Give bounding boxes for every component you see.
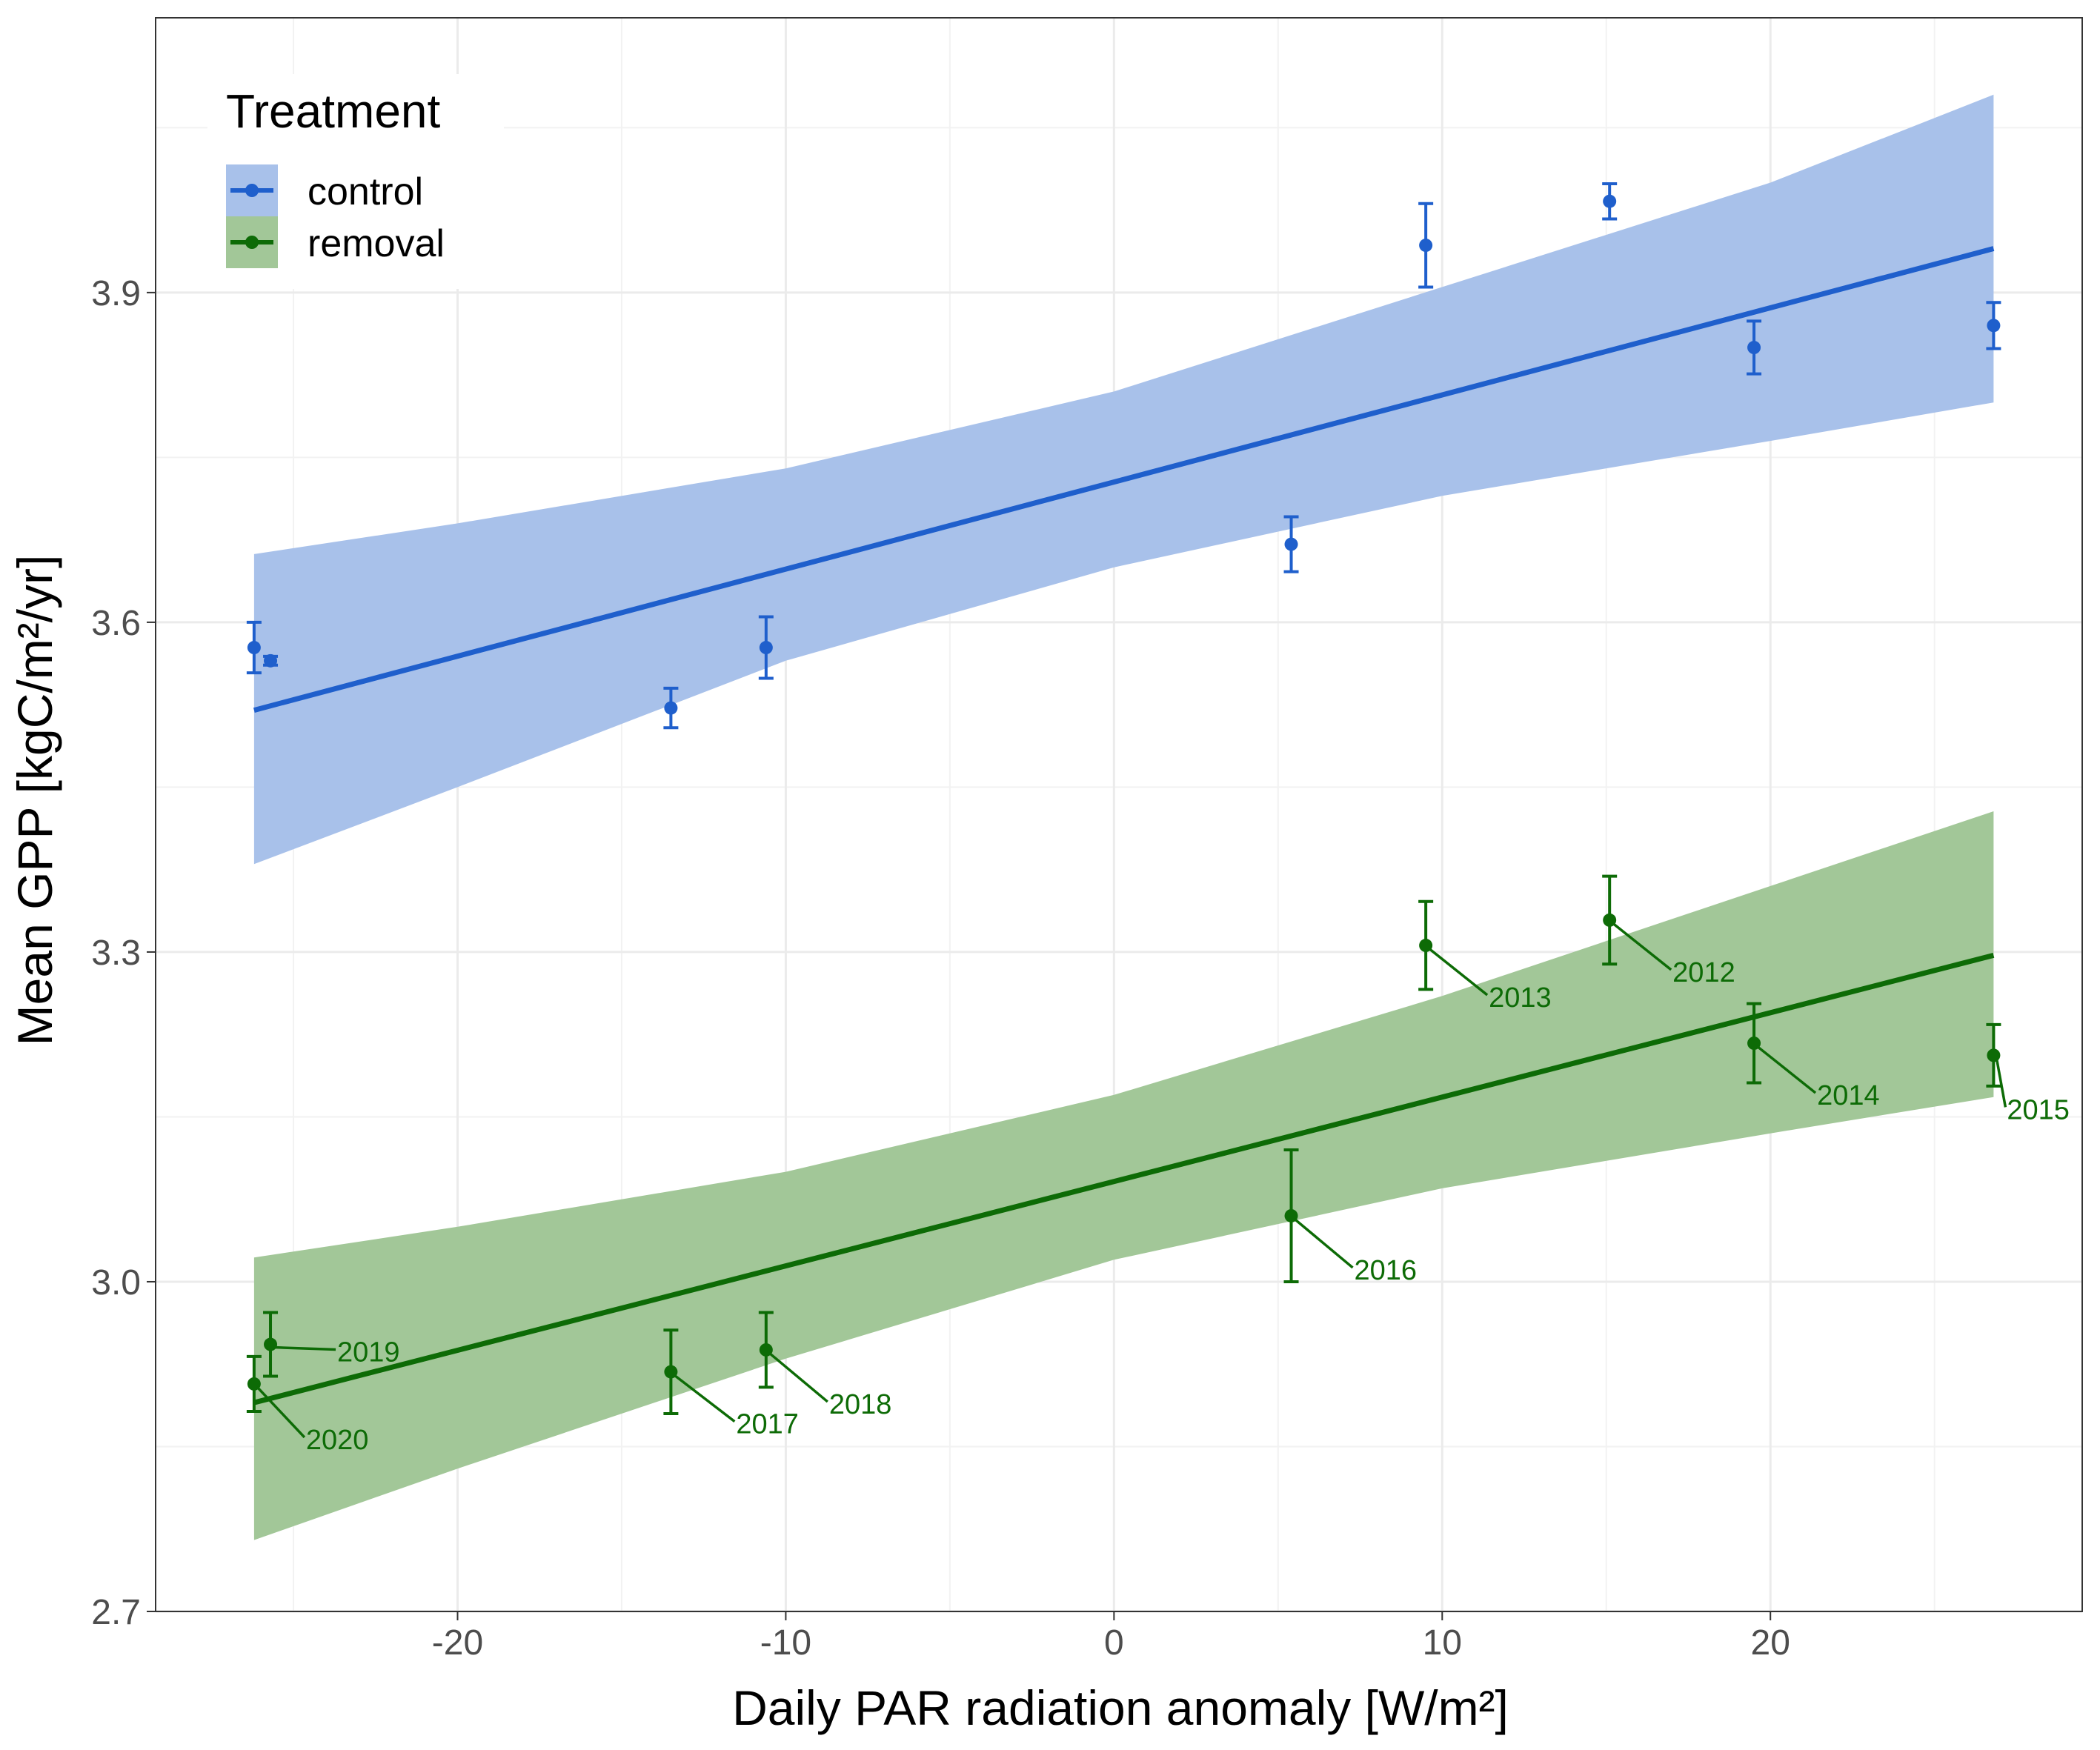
year-label-2013: 2013 <box>1489 982 1552 1014</box>
x-tick-label: 0 <box>1104 1623 1124 1663</box>
x-axis: -20 -10 0 10 20 <box>432 1611 1790 1663</box>
control-point <box>1987 319 2001 333</box>
year-label-2019: 2019 <box>337 1337 400 1368</box>
year-label-2012: 2012 <box>1672 957 1735 988</box>
y-tick-label: 3.9 <box>91 274 141 313</box>
x-tick-label: -20 <box>432 1623 483 1663</box>
y-axis-title: Mean GPP [kgC/m²/yr] <box>7 555 62 1046</box>
legend-title: Treatment <box>226 84 441 138</box>
year-labels: 2020 2019 2017 2018 2016 2013 2012 2014 2015 <box>306 957 2070 1456</box>
year-label-leader <box>673 1374 736 1423</box>
year-label-leader <box>1995 1058 2007 1108</box>
removal-point <box>264 1337 278 1351</box>
control-point <box>264 653 278 668</box>
legend-label-removal: removal <box>308 222 445 265</box>
year-label-2016: 2016 <box>1355 1255 1418 1286</box>
x-tick-label: 20 <box>1751 1623 1790 1663</box>
error-bars <box>246 182 2001 1415</box>
removal-confidence-ribbon <box>253 811 1994 1540</box>
year-label-2020: 2020 <box>306 1425 369 1456</box>
year-label-leader <box>1755 1045 1817 1094</box>
year-label-2017: 2017 <box>736 1409 799 1440</box>
year-label-leader <box>256 1385 306 1439</box>
control-point <box>664 701 678 715</box>
control-point <box>1284 537 1298 551</box>
year-label-leaders <box>256 922 2007 1439</box>
y-axis: 2.7 3.0 3.3 3.6 3.9 <box>91 274 156 1632</box>
year-label-leader <box>273 1345 336 1351</box>
control-point <box>759 641 773 655</box>
legend-key-control <box>226 164 278 216</box>
year-label-leader <box>1612 922 1672 971</box>
year-label-leader <box>1428 947 1489 997</box>
removal-point <box>1987 1048 2001 1062</box>
control-point <box>1603 194 1617 208</box>
legend-label-control: control <box>308 170 423 213</box>
legend-key-removal-point <box>245 236 259 249</box>
legend-key-removal <box>226 216 278 268</box>
year-label-2018: 2018 <box>829 1389 892 1420</box>
x-tick-label: -10 <box>760 1623 811 1663</box>
plot-panel-border <box>155 17 2083 1612</box>
control-point <box>1747 341 1761 355</box>
control-point <box>1419 239 1433 253</box>
x-axis-title: Daily PAR radiation anomaly [W/m²] <box>732 1680 1509 1735</box>
year-label-2014: 2014 <box>1817 1080 1880 1111</box>
y-tick-label: 2.7 <box>91 1593 141 1632</box>
x-tick-label: 10 <box>1423 1623 1462 1663</box>
year-label-leader <box>1293 1217 1354 1269</box>
year-label-leader <box>768 1351 828 1403</box>
legend: Treatment control removal <box>207 74 504 289</box>
y-tick-label: 3.6 <box>91 604 141 643</box>
removal-fit-line <box>253 952 1995 1405</box>
data-points <box>247 194 2001 1391</box>
year-label-2015: 2015 <box>2007 1094 2070 1125</box>
y-tick-label: 3.3 <box>91 934 141 973</box>
legend-key-control-point <box>245 184 259 197</box>
fit-lines <box>253 246 1995 1405</box>
y-tick-label: 3.0 <box>91 1263 141 1302</box>
control-fit-line <box>253 246 1995 713</box>
control-point <box>247 641 261 655</box>
